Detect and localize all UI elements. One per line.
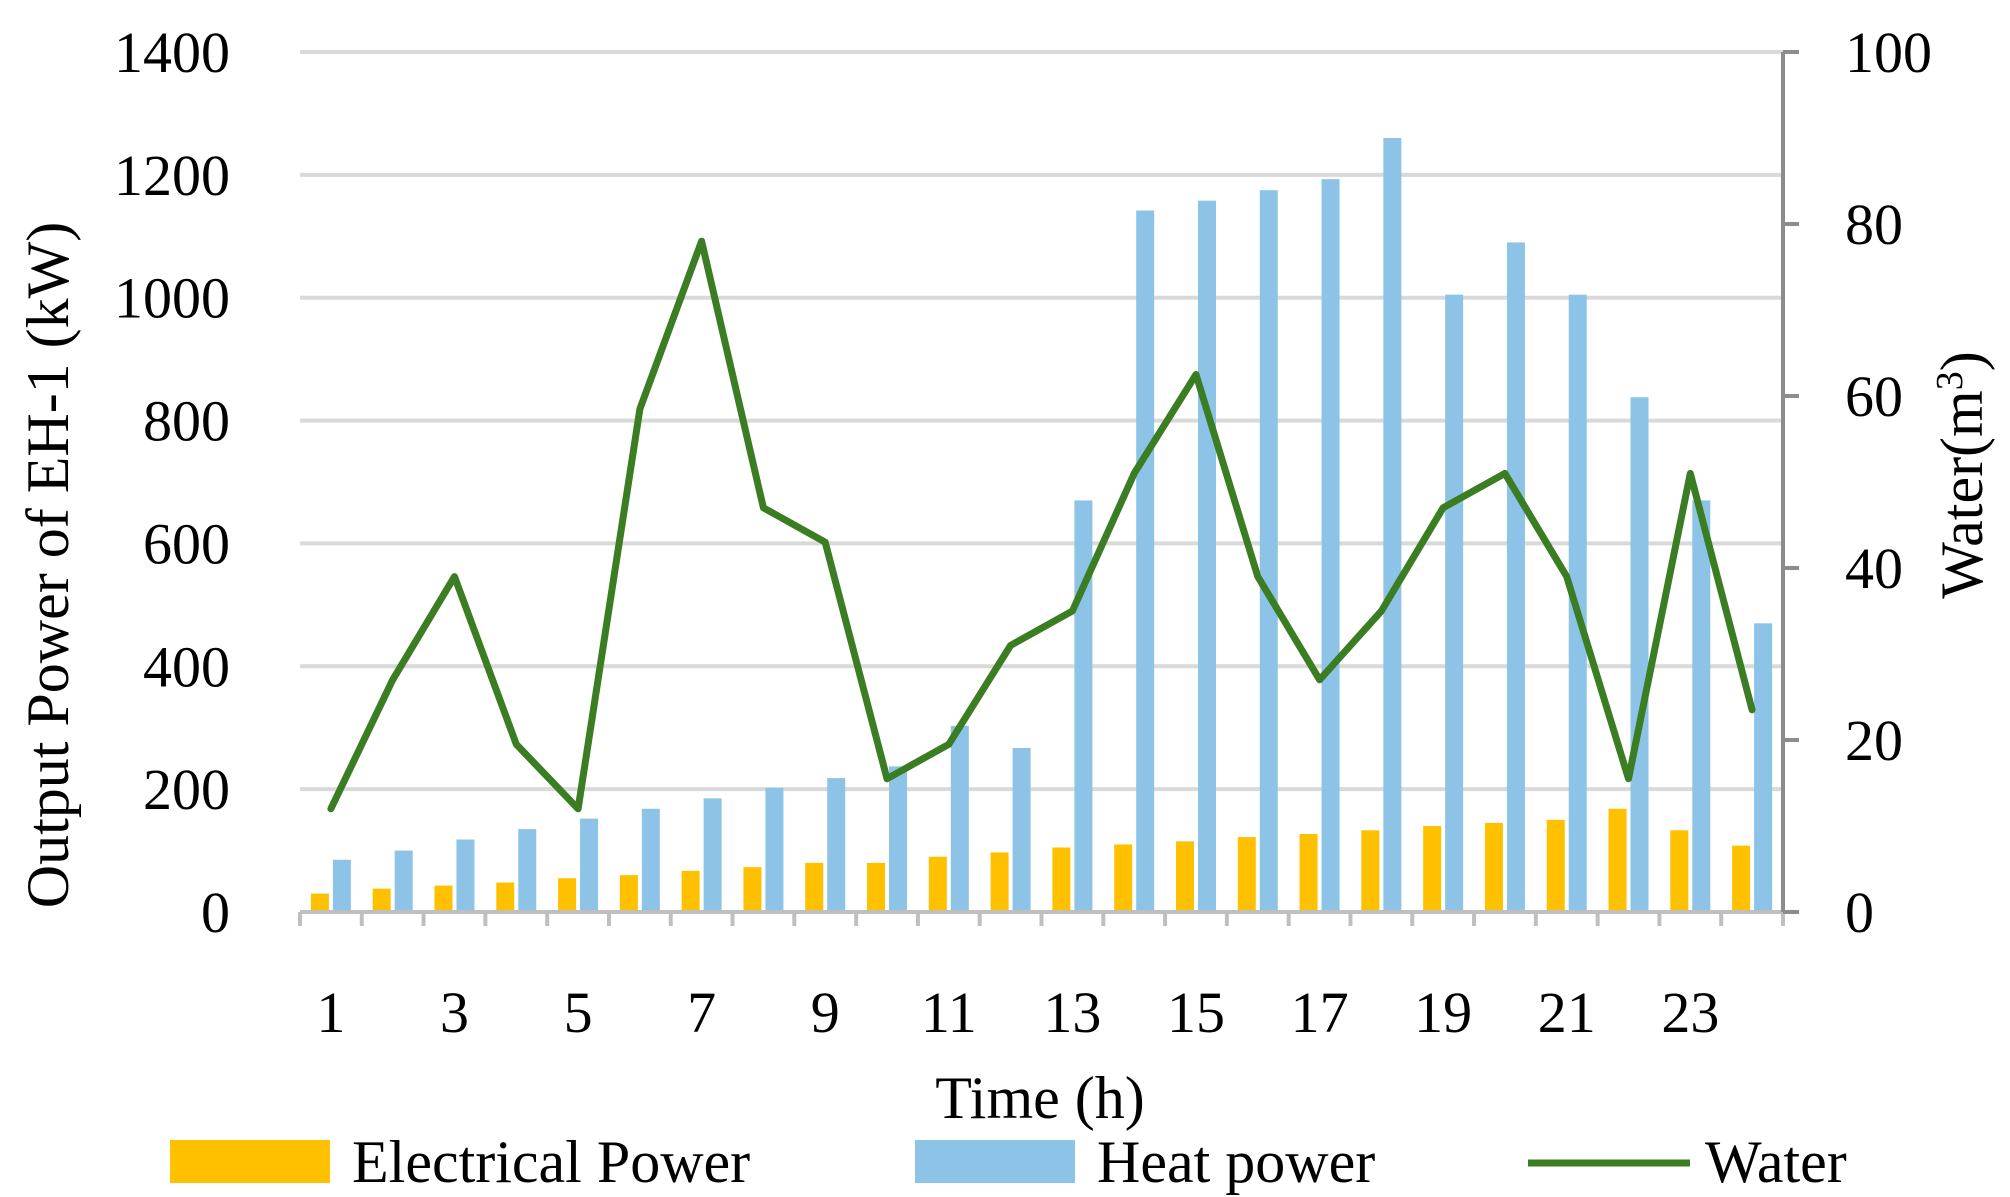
electrical-power-bar: [743, 867, 762, 912]
electrical-power-bar: [1175, 841, 1194, 912]
heat-power-bar: [1012, 747, 1031, 912]
left-axis-tick-label: 1400: [114, 20, 230, 85]
heat-power-bar: [332, 859, 351, 912]
left-axis-tick-label: 200: [143, 757, 230, 822]
x-axis-tick-label: 17: [1291, 980, 1349, 1045]
electrical-power-bar: [310, 893, 329, 912]
x-axis-tick-label: 15: [1167, 980, 1225, 1045]
x-axis-tick-labels: 1 3 5 7 9 11 13 15 17 19 21 23: [316, 980, 1719, 1045]
right-axis-tick-label: 20: [1845, 708, 1903, 773]
legend-label-water: Water: [1705, 1129, 1847, 1195]
x-axis-tick-label: 13: [1043, 980, 1101, 1045]
x-axis-tick-label: 3: [440, 980, 469, 1045]
electrical-power-bar: [372, 888, 391, 912]
electrical-power-bar: [805, 862, 824, 912]
electrical-power-bar: [928, 856, 947, 912]
legend: Electrical Power Heat power Water: [170, 1129, 1847, 1195]
right-axis-title-sup: 3: [1929, 371, 1971, 390]
legend-label-electrical: Electrical Power: [352, 1129, 750, 1195]
x-axis-tick-label: 19: [1414, 980, 1472, 1045]
heat-power-bar: [950, 725, 969, 912]
electrical-power-bar: [1237, 837, 1256, 912]
x-axis-tick-label: 7: [687, 980, 716, 1045]
heat-power-bar: [580, 818, 599, 912]
x-axis-tick-label: 5: [564, 980, 593, 1045]
water-line: [327, 237, 1756, 813]
heat-power-bar: [1321, 179, 1340, 912]
right-axis-tick-label: 60: [1845, 364, 1903, 429]
heat-power-bar: [1692, 500, 1711, 912]
right-axis-tick-label: 80: [1845, 192, 1903, 257]
left-axis-tick-labels: 0 200 400 600 800 1000 1200 1400: [114, 20, 230, 945]
x-axis-tick-label: 23: [1661, 980, 1719, 1045]
electrical-power-bar: [681, 870, 700, 912]
left-axis-title: Output Power of EH-1 (kW): [15, 222, 81, 909]
heat-power-bar: [827, 778, 846, 912]
left-axis-tick-label: 800: [143, 389, 230, 454]
electrical-power-bar: [1299, 833, 1318, 912]
heat-power-bar: [1074, 500, 1093, 912]
heat-power-bar: [1506, 242, 1525, 912]
heat-power-bar: [1754, 623, 1773, 912]
left-axis-tick-label: 600: [143, 511, 230, 576]
right-axis-title-base: Water(m: [1929, 390, 1995, 598]
electrical-power-bar: [1361, 830, 1380, 912]
heat-power-bar: [1630, 397, 1649, 912]
heat-power-bar: [1197, 200, 1216, 912]
legend-label-heat: Heat power: [1097, 1129, 1375, 1195]
right-axis-tick-labels: 0 20 40 60 80 100: [1845, 20, 1932, 945]
right-axis-tick-label: 40: [1845, 536, 1903, 601]
heat-power-bar: [889, 766, 908, 912]
heat-power-bar: [1445, 294, 1464, 913]
x-axis-title: Time (h): [935, 1065, 1144, 1131]
electrical-power-bar: [1484, 822, 1503, 912]
heat-power-bar: [641, 808, 660, 912]
right-axis-tick-label: 100: [1845, 20, 1932, 85]
left-axis-tick-label: 400: [143, 634, 230, 699]
left-axis-tick-label: 1200: [114, 143, 230, 208]
left-axis-tick-label: 0: [201, 880, 230, 945]
electrical-power-bar: [619, 875, 638, 912]
electrical-power-bar: [1670, 830, 1689, 912]
gridlines: [300, 50, 1783, 792]
heat-power-bar: [765, 787, 784, 912]
water-line-series: [327, 237, 1756, 813]
legend-swatch-electrical: [170, 1140, 330, 1183]
axes: [298, 50, 1799, 926]
heat-power-bar: [456, 839, 475, 912]
heat-power-bar: [703, 798, 722, 912]
x-axis-tick-label: 1: [316, 980, 345, 1045]
heat-power-bar: [518, 829, 537, 912]
electrical-power-bar: [1546, 819, 1565, 912]
heat-power-bar: [1383, 138, 1402, 912]
x-axis-tick-label: 21: [1538, 980, 1596, 1045]
x-axis-tick-label: 9: [811, 980, 840, 1045]
right-axis-tick-label: 0: [1845, 880, 1874, 945]
electrical-power-bar: [496, 882, 515, 912]
electrical-power-bars: [310, 808, 1751, 912]
electrical-power-bar: [1052, 847, 1071, 912]
heat-power-bars: [332, 138, 1773, 913]
electrical-power-bar: [1114, 844, 1133, 912]
x-axis-tick-label: 11: [921, 980, 977, 1045]
heat-power-bar: [1136, 210, 1155, 912]
electrical-power-bar: [1423, 826, 1442, 912]
electrical-power-bar: [1732, 845, 1751, 912]
electrical-power-bar: [434, 885, 453, 912]
electrical-power-bar: [558, 878, 577, 912]
right-axis-title: Water(m3): [1929, 351, 1995, 598]
electrical-power-bar: [1608, 808, 1627, 912]
left-axis-tick-label: 1000: [114, 266, 230, 331]
heat-power-bar: [394, 850, 413, 912]
electrical-power-bar: [867, 862, 886, 912]
legend-swatch-heat: [915, 1140, 1075, 1183]
right-axis-title-end: ): [1929, 351, 1995, 371]
heat-power-bar: [1259, 190, 1278, 912]
electrical-power-bar: [990, 852, 1009, 912]
